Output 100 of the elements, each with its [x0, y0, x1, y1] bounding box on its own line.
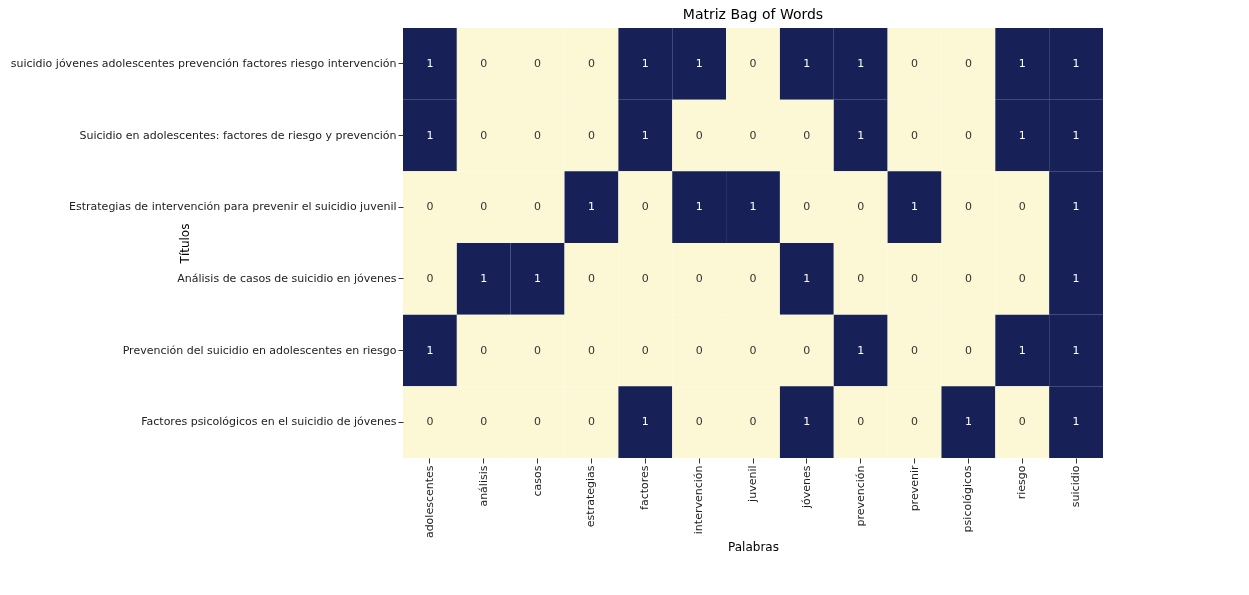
x-tick-label: riesgo	[1015, 465, 1029, 500]
x-tick-label: análisis	[476, 465, 490, 507]
data-label: 0	[587, 343, 595, 357]
data-label: 0	[426, 271, 434, 285]
data-label: 0	[911, 415, 919, 429]
data-label: 0	[534, 415, 542, 429]
y-tick-label: Factores psicológicos en el suicidio de jóvenes	[141, 415, 397, 429]
data-label: 0	[749, 343, 757, 357]
data-label: 0	[1018, 271, 1026, 285]
data-label: 1	[1018, 128, 1026, 142]
data-label: 0	[426, 415, 434, 429]
data-label: 1	[857, 128, 865, 142]
data-label: 0	[911, 343, 919, 357]
data-label: 1	[1072, 415, 1080, 429]
data-label: 1	[695, 200, 703, 214]
data-label: 0	[749, 128, 757, 142]
data-label: 1	[803, 415, 811, 429]
data-label: 0	[749, 271, 757, 285]
data-label: 0	[480, 56, 488, 70]
x-tick-label: juvenil	[746, 465, 759, 503]
data-label: 1	[1018, 343, 1026, 357]
data-label: 0	[964, 200, 972, 214]
y-tick-label: Suicidio en adolescentes: factores de riesgo y prevención	[79, 128, 397, 142]
data-label: 0	[641, 271, 649, 285]
data-label: 0	[534, 343, 542, 357]
data-label: 1	[1018, 56, 1026, 70]
data-label: 0	[911, 56, 919, 70]
data-label: 1	[964, 415, 972, 429]
data-label: 1	[426, 56, 434, 70]
y-tick-label: Prevención del suicidio en adolescentes en riesgo	[122, 343, 397, 357]
data-label: 1	[1072, 128, 1080, 142]
data-label: 0	[1018, 415, 1026, 429]
data-label: 0	[480, 200, 488, 214]
data-label: 0	[534, 128, 542, 142]
data-label: 0	[587, 415, 595, 429]
data-label: 0	[534, 200, 542, 214]
x-tick-label: prevención	[853, 465, 867, 527]
data-label: 1	[426, 128, 434, 142]
data-label: 0	[695, 415, 703, 429]
data-label: 0	[641, 343, 649, 357]
data-label: 0	[587, 128, 595, 142]
data-label: 1	[587, 200, 595, 214]
data-label: 1	[1072, 343, 1080, 357]
x-tick-label: factores	[638, 465, 652, 510]
x-tick-label: estrategias	[584, 465, 598, 528]
data-label: 0	[480, 128, 488, 142]
data-label: 1	[641, 56, 649, 70]
data-label: 0	[803, 343, 811, 357]
data-label: 0	[426, 200, 434, 214]
data-label: 0	[964, 343, 972, 357]
data-label: 0	[857, 415, 865, 429]
data-label: 0	[1018, 200, 1026, 214]
data-label: 1	[1072, 271, 1080, 285]
data-label: 0	[749, 415, 757, 429]
data-label: 0	[803, 128, 811, 142]
x-axis-title: Palabras	[728, 540, 779, 555]
x-tick-label: psicológicos	[961, 465, 975, 533]
y-axis-title: Títulos	[177, 223, 192, 265]
data-label: 0	[587, 56, 595, 70]
x-tick-label: casos	[530, 465, 544, 497]
data-label: 1	[749, 200, 757, 214]
data-label: 0	[480, 343, 488, 357]
data-label: 0	[964, 271, 972, 285]
y-tick-label: Estrategias de intervención para prevenir el suicidio juvenil	[69, 200, 397, 214]
data-label: 1	[1072, 200, 1080, 214]
x-tick-label: adolescentes	[422, 465, 436, 539]
x-tick-label: suicidio	[1069, 465, 1083, 508]
data-label: 0	[803, 200, 811, 214]
chart-title: Matriz Bag of Words	[682, 6, 824, 22]
data-label: 0	[641, 200, 649, 214]
data-label: 1	[426, 343, 434, 357]
y-tick-label: suicidio jóvenes adolescentes prevención factores riesgo intervención	[10, 56, 397, 70]
data-label: 1	[1072, 56, 1080, 70]
data-label: 0	[587, 271, 595, 285]
data-label: 1	[695, 56, 703, 70]
data-label: 0	[749, 56, 757, 70]
data-label: 1	[857, 56, 865, 70]
data-label: 1	[480, 271, 488, 285]
data-label: 0	[857, 271, 865, 285]
data-label: 0	[911, 271, 919, 285]
data-label: 0	[964, 128, 972, 142]
x-tick-label: intervención	[692, 465, 706, 535]
x-tick-label: prevenir	[907, 465, 921, 512]
data-label: 1	[803, 271, 811, 285]
data-label: 1	[803, 56, 811, 70]
x-tick-label: jóvenes	[799, 465, 813, 510]
data-label: 1	[641, 415, 649, 429]
data-label: 0	[857, 200, 865, 214]
data-label: 1	[534, 271, 542, 285]
data-label: 1	[641, 128, 649, 142]
data-label: 0	[480, 415, 488, 429]
data-label: 0	[695, 343, 703, 357]
data-label: 0	[534, 56, 542, 70]
data-label: 1	[857, 343, 865, 357]
y-tick-label: Análisis de casos de suicidio en jóvenes	[177, 271, 397, 285]
data-label: 0	[911, 128, 919, 142]
data-label: 0	[695, 271, 703, 285]
data-label: 1	[911, 200, 919, 214]
data-label: 0	[695, 128, 703, 142]
data-label: 0	[964, 56, 972, 70]
